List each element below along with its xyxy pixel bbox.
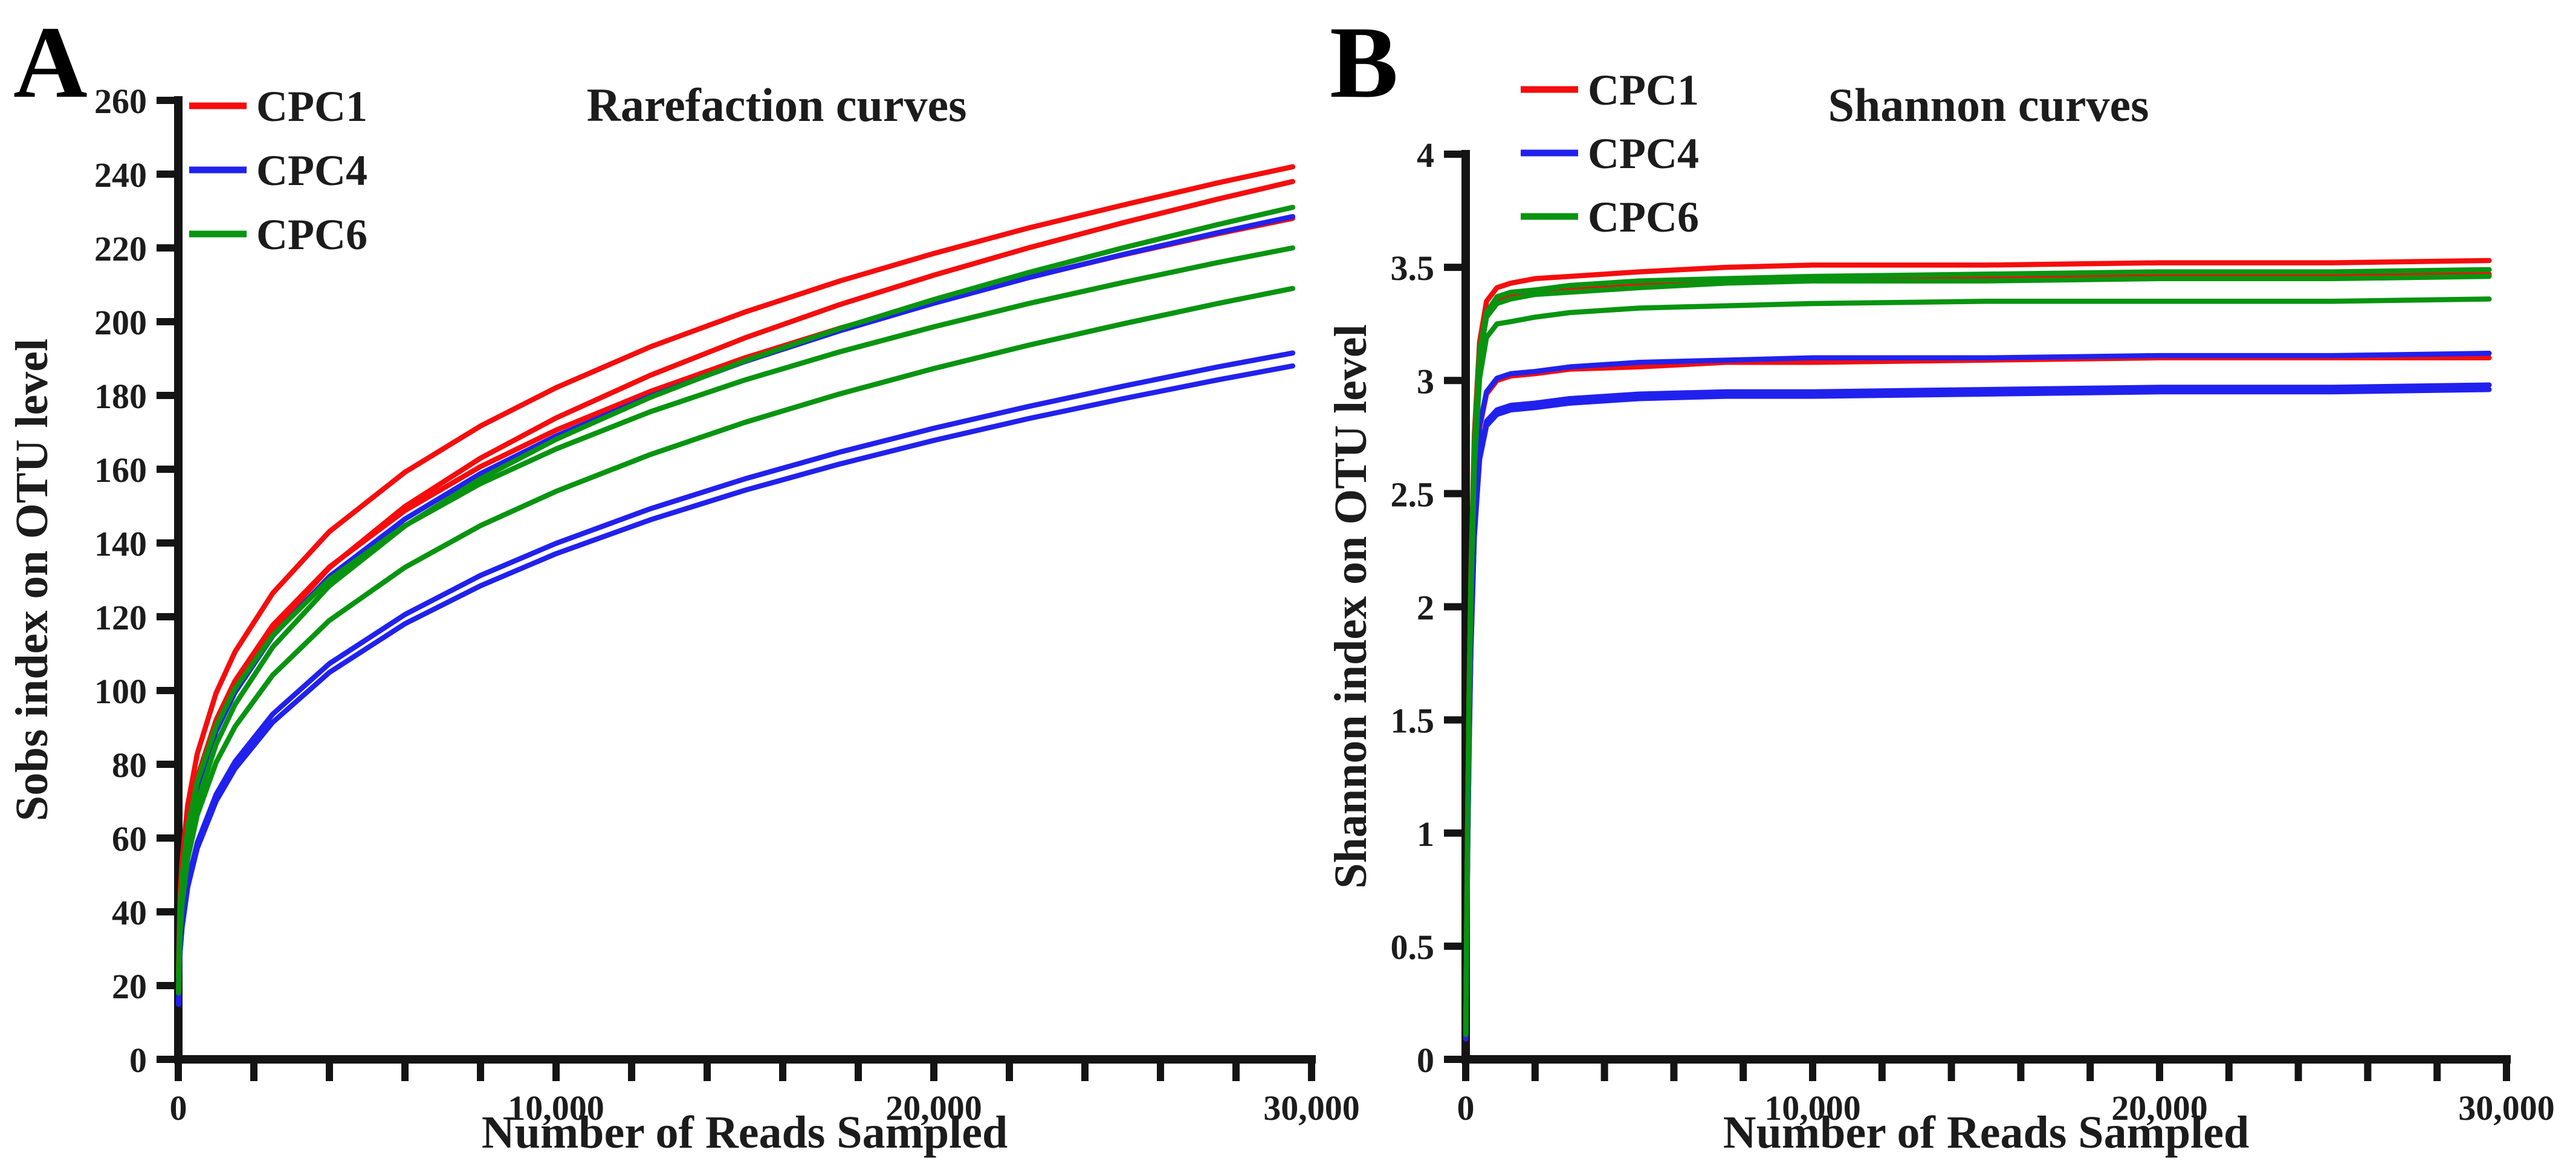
y-tick-label: 0 (1417, 1041, 1434, 1080)
y-tick-label: 2 (1417, 588, 1434, 628)
y-tick-label: 1.5 (1391, 701, 1435, 741)
x-tick-label: 30,000 (1263, 1088, 1360, 1128)
legend-label-cpc1: CPC1 (256, 82, 367, 131)
x-tick-label: 30,000 (2458, 1088, 2555, 1128)
y-tick-label: 220 (94, 229, 147, 268)
y-tick-label: 20 (112, 967, 147, 1006)
chart-title: Rarefaction curves (587, 79, 967, 131)
y-tick-label: 3.5 (1391, 249, 1435, 288)
series-line-cpc4-r2 (176, 350, 1296, 1006)
y-tick-label: 40 (112, 893, 147, 932)
panel-label-a: A (13, 5, 88, 119)
series-line-cpc4-r1 (1463, 351, 2492, 1039)
y-tick-label: 240 (94, 155, 147, 195)
series-line-cpc4-r3 (176, 363, 1296, 1007)
x-tick-label: 0 (170, 1088, 187, 1128)
series-line-cpc1-r3 (176, 215, 1296, 980)
x-tick-label: 10,000 (1764, 1088, 1861, 1128)
series-line-cpc6-r3 (1463, 296, 2492, 1038)
y-tick-label: 0 (129, 1041, 147, 1080)
series-line-cpc4-r3 (1463, 386, 2492, 1042)
x-axis-label: Number of Reads Sampled (482, 1107, 1008, 1158)
x-tick-label: 20,000 (885, 1088, 982, 1128)
legend-label-cpc4: CPC4 (256, 146, 367, 195)
legend-label-cpc6: CPC6 (1588, 193, 1699, 241)
y-tick-label: 4 (1417, 135, 1434, 175)
chart-title: Shannon curves (1828, 79, 2149, 131)
series-line-cpc1-r1 (176, 164, 1296, 971)
series-line-cpc1-r2 (176, 178, 1296, 992)
y-tick-label: 160 (94, 450, 147, 490)
y-tick-label: 180 (94, 377, 147, 416)
panel-B: 0 10,000 20,000 30,000 0 0.5 1 1.5 2 2.5 3 3.5 4 CPC1… (1325, 5, 2555, 1158)
y-tick-label: 100 (94, 672, 147, 711)
legend-label-cpc6: CPC6 (256, 210, 367, 259)
series-line-cpc6-r1 (1463, 267, 2492, 1038)
legend-label-cpc4: CPC4 (1588, 129, 1699, 178)
x-axis-label: Number of Reads Sampled (1723, 1107, 2250, 1158)
y-tick-label: 260 (94, 82, 147, 121)
y-tick-label: 2.5 (1391, 475, 1435, 514)
x-tick-label: 20,000 (2111, 1088, 2208, 1128)
y-tick-label: 140 (94, 524, 147, 564)
y-tick-label: 60 (112, 819, 147, 859)
y-tick-label: 1 (1417, 814, 1434, 854)
series-line-cpc1-r3 (1463, 355, 2492, 1039)
y-tick-label: 0.5 (1391, 928, 1435, 967)
y-tick-label: 200 (94, 303, 147, 342)
y-tick-label: 3 (1417, 362, 1434, 401)
series-line-cpc6-r3 (176, 285, 1296, 995)
x-tick-label: 10,000 (508, 1088, 604, 1128)
y-axis-label: Shannon index on OTU level (1325, 324, 1376, 888)
y-tick-label: 120 (94, 598, 147, 637)
series-line-cpc1-r1 (1463, 258, 2492, 1038)
y-tick-label: 80 (112, 746, 147, 785)
panel-A: 0 10,000 20,000 30,000 0 20 40 60 80 100 120 140 160… (7, 5, 1360, 1158)
x-tick-label: 0 (1457, 1088, 1475, 1128)
series-line-cpc4-r1 (176, 213, 1296, 987)
series-line-cpc6-r2 (176, 245, 1296, 980)
panel-label-b: B (1330, 5, 1398, 119)
series-line-cpc4-r2 (1463, 382, 2492, 1042)
legend-label-cpc1: CPC1 (1588, 66, 1699, 114)
y-axis-label: Sobs index on OTU level (7, 339, 57, 821)
